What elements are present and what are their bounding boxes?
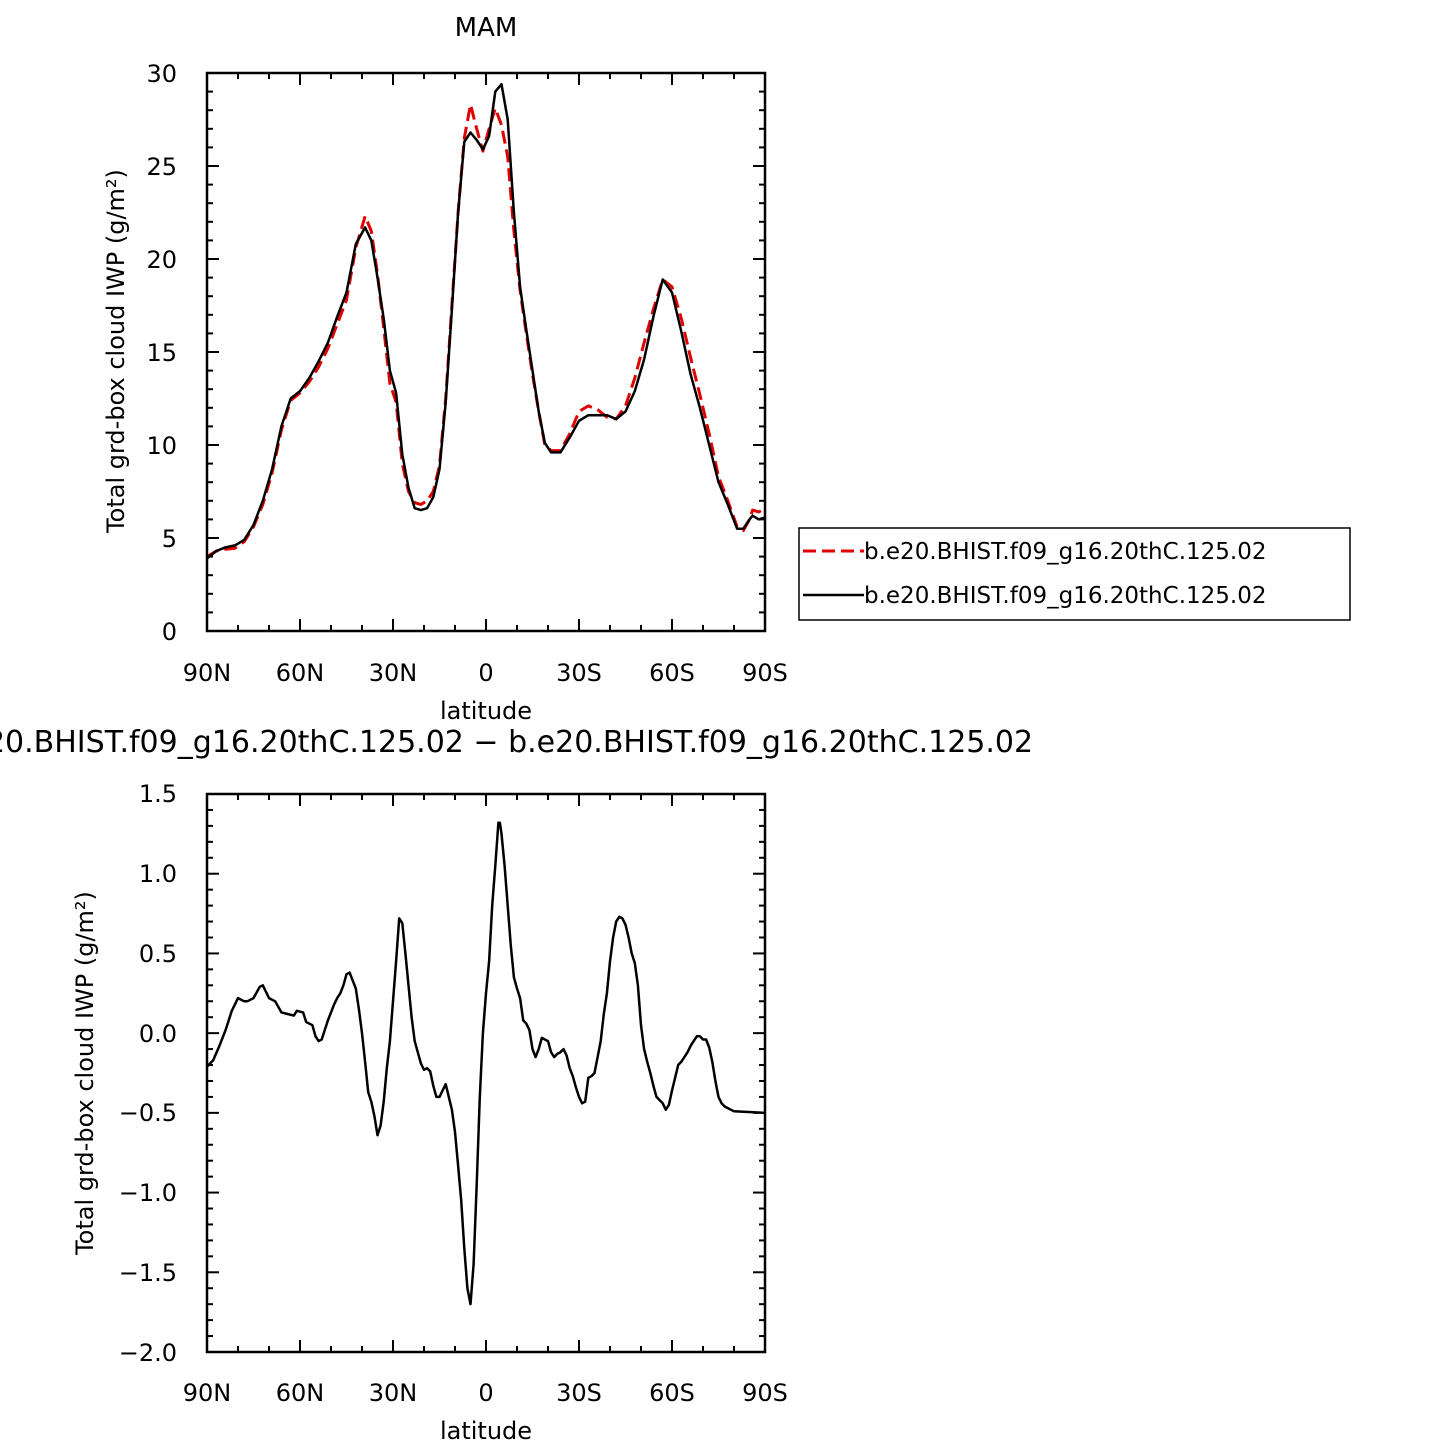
bottom-x-tick-label: 90S xyxy=(742,1379,788,1407)
bottom-axis-ticks xyxy=(206,793,766,1353)
top-x-tick-label: 0 xyxy=(478,659,493,687)
legend-label: b.e20.BHIST.f09_g16.20thC.125.02 xyxy=(864,583,1266,609)
top-plot-frame xyxy=(205,71,767,633)
legend: b.e20.BHIST.f09_g16.20thC.125.02 b.e20.B… xyxy=(798,527,1351,621)
top-x-tick-label: 30N xyxy=(369,659,418,687)
bottom-series-line-solid xyxy=(206,821,766,1306)
top-y-axis-label: Total grd-box cloud IWP (g/m²) xyxy=(102,169,130,534)
bottom-y-tick-label: 0.0 xyxy=(139,1020,177,1048)
bottom-x-tick-label: 60N xyxy=(276,1379,325,1407)
top-x-tick-label: 30S xyxy=(556,659,602,687)
bottom-y-tick-label: 1.5 xyxy=(139,780,177,808)
top-y-tick-label: 15 xyxy=(146,339,177,367)
bottom-chart-title: b.e20.BHIST.f09_g16.20thC.125.02 − b.e20… xyxy=(0,725,1033,760)
top-y-tick-label: 20 xyxy=(146,246,177,274)
bottom-y-axis-label: Total grd-box cloud IWP (g/m²) xyxy=(71,891,99,1256)
top-panel: MAM 0 5 10 15 20 25 30 90N 60N 30N 0 30S… xyxy=(102,13,1351,725)
bottom-x-tick-label: 30N xyxy=(369,1379,418,1407)
legend-box xyxy=(798,527,1351,621)
top-x-tick-labels: 90N 60N 30N 0 30S 60S 90S xyxy=(183,659,788,687)
bottom-x-axis-label: latitude xyxy=(440,1417,532,1445)
top-axis-ticks xyxy=(206,72,766,632)
top-series-line-solid xyxy=(206,82,766,560)
bottom-x-tick-labels: 90N 60N 30N 0 30S 60S 90S xyxy=(183,1379,788,1407)
top-y-tick-label: 25 xyxy=(146,153,177,181)
top-y-tick-label: 30 xyxy=(146,60,177,88)
bottom-x-tick-label: 60S xyxy=(649,1379,695,1407)
top-series-line-dashed xyxy=(206,103,766,558)
top-x-tick-label: 60S xyxy=(649,659,695,687)
bottom-y-tick-label: −0.5 xyxy=(119,1099,177,1127)
bottom-x-tick-label: 30S xyxy=(556,1379,602,1407)
bottom-series-lines xyxy=(206,821,766,1306)
top-x-tick-label: 60N xyxy=(276,659,325,687)
bottom-x-tick-label: 90N xyxy=(183,1379,232,1407)
legend-label: b.e20.BHIST.f09_g16.20thC.125.02 xyxy=(864,539,1266,565)
bottom-y-tick-labels: 1.5 1.0 0.5 0.0 −0.5 −1.0 −1.5 −2.0 xyxy=(119,780,177,1367)
top-x-tick-label: 90N xyxy=(183,659,232,687)
bottom-y-tick-label: 1.0 xyxy=(139,860,177,888)
top-y-tick-label: 10 xyxy=(146,432,177,460)
top-x-tick-label: 90S xyxy=(742,659,788,687)
bottom-y-tick-label: −2.0 xyxy=(119,1339,177,1367)
top-y-tick-labels: 0 5 10 15 20 25 30 xyxy=(146,60,177,646)
top-y-tick-label: 0 xyxy=(162,618,177,646)
bottom-panel: b.e20.BHIST.f09_g16.20thC.125.02 − b.e20… xyxy=(0,725,1033,1445)
top-y-tick-label: 5 xyxy=(162,525,177,553)
top-chart-title: MAM xyxy=(455,13,518,43)
bottom-x-tick-label: 0 xyxy=(478,1379,493,1407)
top-series-lines xyxy=(206,82,766,560)
bottom-y-tick-label: 0.5 xyxy=(139,940,177,968)
bottom-plot-frame xyxy=(205,792,767,1354)
bottom-y-tick-label: −1.0 xyxy=(119,1179,177,1207)
bottom-y-tick-label: −1.5 xyxy=(119,1259,177,1287)
top-x-axis-label: latitude xyxy=(440,697,532,725)
